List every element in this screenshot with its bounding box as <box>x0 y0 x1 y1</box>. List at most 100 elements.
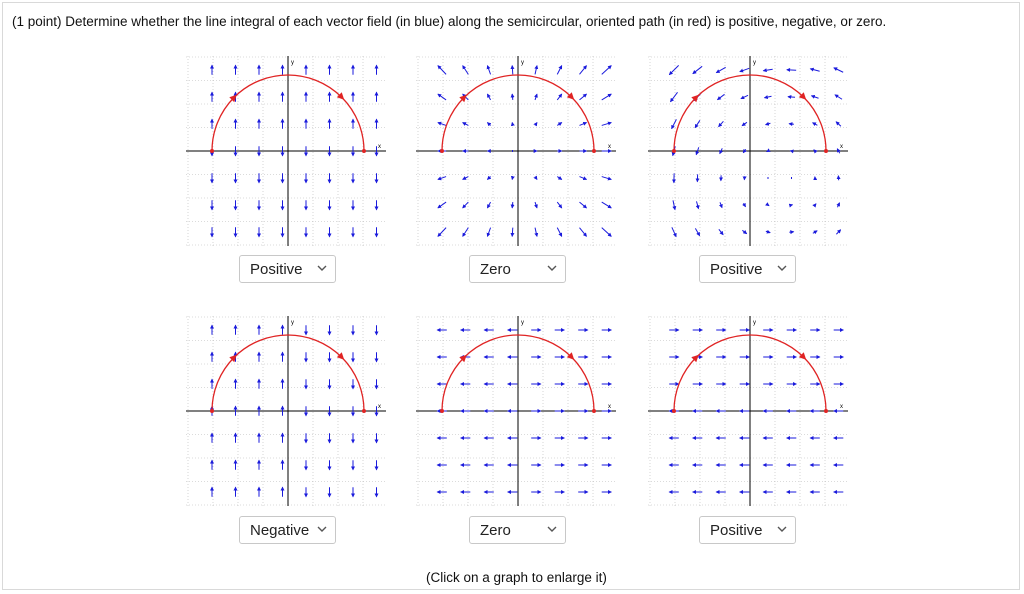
path-endpoint <box>672 149 676 153</box>
answer-select-1-value: Positive <box>250 261 303 278</box>
field-arrow <box>437 176 447 181</box>
path-endpoint <box>672 409 676 413</box>
semicircle-path <box>673 334 827 412</box>
answer-select-2-value: Zero <box>480 261 511 278</box>
field-arrow <box>486 175 492 180</box>
field-arrow <box>601 65 612 75</box>
y-axis-label: y <box>753 320 756 326</box>
field-arrow <box>601 93 612 101</box>
field-arrow <box>813 149 818 154</box>
vector-field-plot: xy <box>648 316 848 506</box>
path-endpoint <box>362 149 366 153</box>
chevron-down-icon <box>777 265 787 271</box>
field-arrow <box>510 202 515 209</box>
field-arrow <box>579 227 587 237</box>
field-arrow <box>739 67 750 73</box>
answer-select-3[interactable]: Positive <box>699 255 796 283</box>
path-direction-arrow <box>566 352 575 360</box>
field-arrow <box>437 65 447 75</box>
field-arrow <box>462 122 469 126</box>
field-arrow <box>579 176 588 181</box>
field-arrow <box>788 122 794 127</box>
field-arrow <box>836 148 841 154</box>
field-arrow <box>534 93 538 101</box>
field-arrow <box>719 148 723 155</box>
field-arrow <box>695 147 700 156</box>
path-direction-arrow <box>566 92 575 100</box>
field-arrow <box>694 228 701 237</box>
path-endpoint <box>592 149 596 153</box>
answer-select-5[interactable]: Zero <box>469 516 566 544</box>
y-axis-label: y <box>291 60 294 66</box>
field-arrow <box>601 227 612 237</box>
chevron-down-icon <box>547 526 557 532</box>
enlarge-hint: (Click on a graph to enlarge it) <box>426 570 607 585</box>
path-endpoint <box>362 409 366 413</box>
path-direction-arrow <box>798 92 807 100</box>
semicircle-path <box>211 334 365 412</box>
field-arrow <box>601 201 612 209</box>
field-arrow <box>556 175 563 180</box>
path-endpoint <box>592 409 596 413</box>
vector-field-plot: xy <box>186 316 386 506</box>
field-arrow <box>787 94 796 99</box>
chevron-down-icon <box>317 265 327 271</box>
field-arrow <box>668 64 680 76</box>
answer-select-4[interactable]: Negative <box>239 516 336 544</box>
field-arrow <box>510 64 515 75</box>
field-arrow <box>556 227 563 237</box>
semicircle-path <box>441 334 595 412</box>
field-arrow <box>534 201 538 209</box>
field-arrow <box>809 67 820 72</box>
field-arrow <box>534 64 539 75</box>
field-arrow <box>462 65 469 75</box>
answer-select-1[interactable]: Positive <box>239 255 336 283</box>
semicircle-path <box>441 74 595 152</box>
field-arrow <box>510 175 515 181</box>
x-axis-label: x <box>840 404 843 410</box>
path-endpoint <box>824 409 828 413</box>
field-arrow <box>510 227 515 238</box>
path-endpoint <box>440 409 444 413</box>
field-arrow <box>556 93 563 101</box>
path-direction-arrow <box>798 352 807 360</box>
field-arrow <box>765 202 770 207</box>
field-arrow <box>692 65 703 75</box>
field-arrow <box>437 201 447 209</box>
field-arrow <box>462 201 469 209</box>
path-direction-arrow <box>336 92 345 100</box>
field-arrow <box>694 120 701 129</box>
vector-field-arrows <box>668 64 844 238</box>
chevron-down-icon <box>317 526 327 532</box>
field-arrow <box>788 203 794 208</box>
vector-field-plot: xy <box>416 56 616 246</box>
answer-select-2[interactable]: Zero <box>469 255 566 283</box>
field-arrow <box>534 227 539 238</box>
vector-field-plot: xy <box>416 316 616 506</box>
y-axis-label: y <box>521 320 524 326</box>
path-endpoint <box>210 149 214 153</box>
field-arrow <box>672 200 677 211</box>
x-axis-label: x <box>840 144 843 150</box>
path-direction-arrow <box>459 354 467 363</box>
y-axis-label: y <box>753 60 756 66</box>
x-axis-label: x <box>378 144 381 150</box>
field-arrow <box>764 121 771 126</box>
y-axis-label: y <box>291 320 294 326</box>
field-arrow <box>786 67 797 72</box>
x-axis-label: x <box>378 404 381 410</box>
path-endpoint <box>210 409 214 413</box>
field-arrow <box>741 121 748 127</box>
answer-select-6[interactable]: Positive <box>699 516 796 544</box>
vector-field-plot: xy <box>648 56 848 246</box>
field-arrow <box>671 227 677 238</box>
field-arrow <box>763 95 772 100</box>
field-arrow <box>718 120 724 128</box>
field-arrow <box>742 202 746 208</box>
